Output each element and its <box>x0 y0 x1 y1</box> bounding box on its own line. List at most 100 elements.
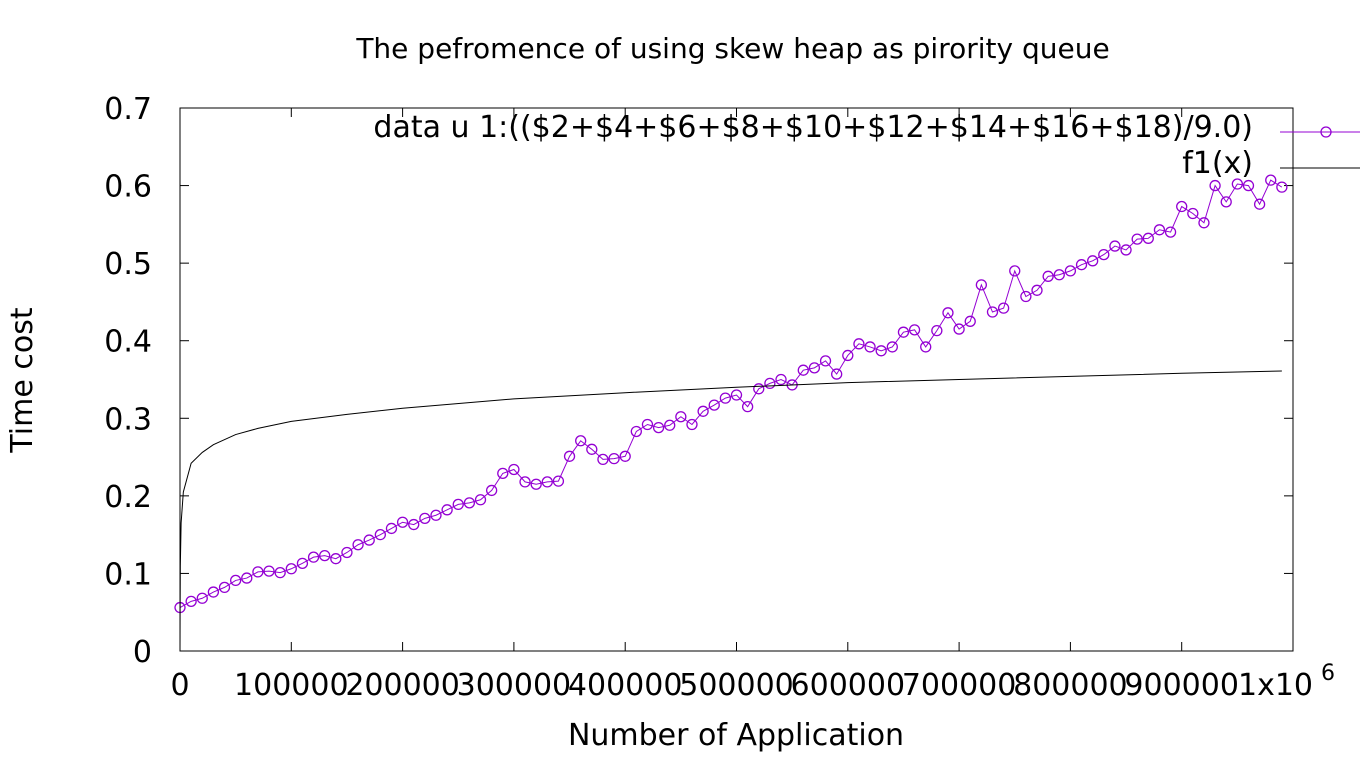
x-tick-label: 1x10 <box>1238 668 1313 703</box>
data-point <box>619 450 631 462</box>
y-tick-label: 0.1 <box>104 557 152 592</box>
x-tick-label: 300000 <box>457 668 572 703</box>
data-point <box>352 539 364 551</box>
y-axis-label: Time cost <box>5 307 40 453</box>
data-point <box>563 450 576 462</box>
data-point <box>519 476 531 488</box>
data-point <box>1176 200 1188 213</box>
data-point <box>207 586 220 598</box>
y-tick-label: 0.3 <box>104 402 152 437</box>
data-point <box>485 484 498 497</box>
x-tick-exponent: 6 <box>1321 661 1335 686</box>
data-point <box>541 476 553 488</box>
data-point <box>1075 259 1088 271</box>
data-point <box>1265 174 1277 186</box>
data-point <box>908 324 921 336</box>
data-point <box>1109 240 1121 252</box>
data-point <box>741 400 754 413</box>
data-point <box>575 435 587 447</box>
data-point <box>330 553 342 565</box>
legend-label-data: data u 1:(($2+$4+$6+$8+$10+$12+$14+$16+$… <box>373 110 1253 145</box>
data-point <box>508 463 520 476</box>
data-point <box>1164 226 1177 238</box>
y-tick-label: 0.4 <box>104 325 152 360</box>
data-point <box>986 306 999 318</box>
data-point <box>808 362 821 374</box>
data-point <box>1231 178 1243 190</box>
data-point <box>1187 207 1199 220</box>
data-point <box>374 528 386 541</box>
data-point <box>764 377 776 390</box>
chart-title: The pefromence of using skew heap as pir… <box>355 32 1109 65</box>
x-axis-label: Number of Application <box>568 718 904 753</box>
x-tick-label: 200000 <box>345 668 460 703</box>
x-tick-label: 400000 <box>568 668 683 703</box>
data-point <box>274 567 286 579</box>
data-point <box>920 341 932 353</box>
y-tick-label: 0.5 <box>104 247 152 282</box>
data-point <box>842 349 854 362</box>
data-point <box>552 475 565 487</box>
data-point <box>897 326 910 338</box>
data-point <box>1242 179 1255 192</box>
data-point <box>452 498 464 511</box>
x-tick-label: 0 <box>170 668 189 703</box>
data-point <box>753 383 765 395</box>
data-point <box>341 546 353 559</box>
data-point <box>697 405 709 417</box>
legend-marker-data <box>1320 126 1332 138</box>
data-point <box>1053 269 1065 281</box>
data-point <box>853 338 865 350</box>
data-point <box>185 595 197 607</box>
data-point <box>1120 244 1132 256</box>
data-point <box>218 581 231 594</box>
data-point <box>886 341 898 353</box>
data-point <box>819 355 832 367</box>
data-point <box>730 389 743 401</box>
data-point <box>597 453 609 466</box>
data-point <box>1209 179 1221 192</box>
data-point <box>1276 181 1288 193</box>
data-point <box>1064 265 1077 277</box>
y-tick-label: 0.6 <box>104 170 152 205</box>
data-point <box>1020 290 1032 303</box>
x-tick-label: 900000 <box>1124 668 1239 703</box>
data-point <box>708 399 720 411</box>
data-point <box>263 565 275 577</box>
data-point <box>307 551 320 563</box>
data-point <box>441 504 453 516</box>
data-point <box>864 341 876 353</box>
data-point <box>664 419 676 431</box>
data-point <box>1042 270 1054 282</box>
data-point <box>1031 284 1043 296</box>
data-point <box>419 512 431 524</box>
data-point <box>630 425 642 438</box>
data-point <box>942 307 954 319</box>
data-point <box>296 557 309 569</box>
data-point <box>719 392 732 404</box>
data-point <box>1087 255 1099 267</box>
data-point <box>285 563 297 575</box>
data-point <box>252 566 264 578</box>
legend: data u 1:(($2+$4+$6+$8+$10+$12+$14+$16+$… <box>373 110 1360 181</box>
data-point <box>463 497 476 509</box>
data-point <box>831 368 843 380</box>
data-point <box>319 549 331 562</box>
data-point <box>686 418 698 431</box>
y-tick-label: 0 <box>133 635 152 670</box>
y-tick-label: 0.7 <box>104 92 152 127</box>
series-line-data <box>179 179 1283 608</box>
x-tick-label: 100000 <box>234 668 349 703</box>
data-point <box>430 509 442 521</box>
x-tick-label: 700000 <box>902 668 1017 703</box>
data-point <box>497 467 509 480</box>
legend-label-f1: f1(x) <box>1182 146 1253 181</box>
data-point <box>931 324 943 337</box>
data-point <box>1009 265 1021 277</box>
data-point <box>385 522 398 535</box>
data-point <box>396 516 409 528</box>
x-axis: 0 100000200000300000400000500000600000700… <box>170 108 1335 703</box>
data-point <box>875 345 887 357</box>
data-point <box>474 494 487 506</box>
